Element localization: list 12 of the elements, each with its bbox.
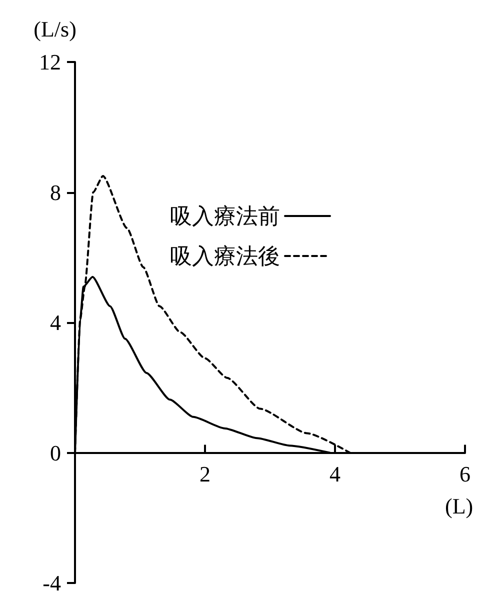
x-tick-label: 2 xyxy=(200,461,210,486)
y-tick-label: 0 xyxy=(50,440,61,466)
y-tick-label: -4 xyxy=(42,570,61,596)
x-tick-label: 6 xyxy=(460,461,470,486)
x-axis-title: (L) xyxy=(445,493,474,518)
x-tick-label: 4 xyxy=(330,461,340,486)
y-tick-label: 12 xyxy=(39,50,61,74)
y-tick-label: 4 xyxy=(50,310,61,335)
legend-label: 吸入療法前 xyxy=(170,204,280,228)
y-tick-label: 8 xyxy=(50,180,61,205)
y-axis-title: (L/s) xyxy=(34,16,76,42)
legend-label: 吸入療法後 xyxy=(170,244,280,268)
